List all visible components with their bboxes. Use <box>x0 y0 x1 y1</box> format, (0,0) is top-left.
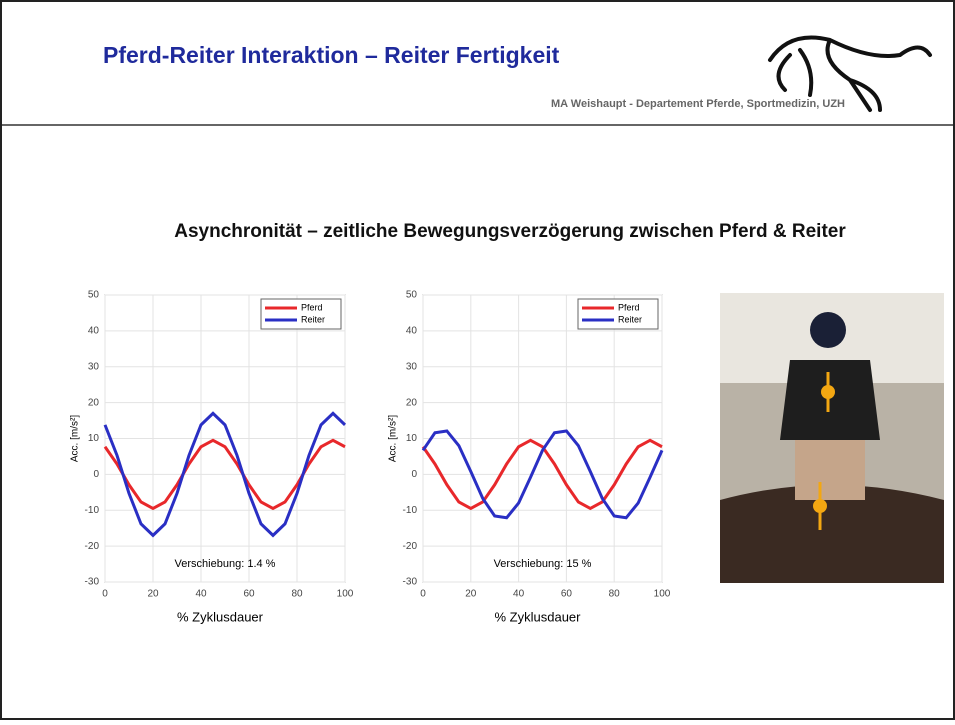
x-tick-label: 100 <box>337 589 354 600</box>
x-tick-label: 0 <box>102 589 108 600</box>
x-tick-label: 40 <box>513 589 525 600</box>
x-tick-label: 20 <box>147 589 159 600</box>
y-tick-label: 0 <box>93 469 99 480</box>
y-tick-label: 0 <box>411 469 417 480</box>
x-axis-label: % Zyklusdauer <box>495 609 582 624</box>
photo <box>720 293 944 583</box>
legend-label: Pferd <box>301 302 323 312</box>
y-tick-label: 10 <box>88 433 100 444</box>
annotation: Verschiebung: 15 % <box>494 558 592 570</box>
y-tick-label: -20 <box>85 541 100 552</box>
legend-label: Pferd <box>618 302 640 312</box>
legend-label: Reiter <box>618 314 642 324</box>
y-tick-label: -30 <box>403 577 418 588</box>
slide-title: Pferd-Reiter Interaktion – Reiter Fertig… <box>103 42 560 68</box>
x-tick-label: 60 <box>561 589 573 600</box>
y-tick-label: 50 <box>406 290 418 301</box>
x-tick-label: 60 <box>243 589 255 600</box>
annotation: Verschiebung: 1.4 % <box>175 558 276 570</box>
x-tick-label: 100 <box>654 589 671 600</box>
y-tick-label: 10 <box>406 433 418 444</box>
x-axis-label: % Zyklusdauer <box>177 609 264 624</box>
y-tick-label: -10 <box>85 505 100 516</box>
y-axis-label: Acc. [m/s²] <box>70 415 81 462</box>
x-tick-label: 0 <box>420 589 426 600</box>
y-tick-label: -20 <box>403 541 418 552</box>
chart: -30 -20 -10 0 10 20 30 40 50 0 20 40 60 80 100 Pferd Rei… <box>388 290 671 625</box>
y-axis-label: Acc. [m/s²] <box>388 415 399 462</box>
x-tick-label: 80 <box>291 589 303 600</box>
x-tick-label: 40 <box>195 589 207 600</box>
y-tick-label: 30 <box>406 361 418 372</box>
x-tick-label: 20 <box>465 589 477 600</box>
y-tick-label: 40 <box>406 326 418 337</box>
slide: Pferd-Reiter Interaktion – Reiter Fertig… <box>0 0 955 720</box>
y-tick-label: 40 <box>88 326 100 337</box>
y-tick-label: 20 <box>406 397 418 408</box>
y-tick-label: -30 <box>85 577 100 588</box>
y-tick-label: -10 <box>403 505 418 516</box>
legend-label: Reiter <box>301 314 325 324</box>
heading: Asynchronität – zeitliche Bewegungsverzö… <box>174 221 846 242</box>
y-tick-label: 30 <box>88 361 100 372</box>
chart: -30 -20 -10 0 10 20 30 40 50 0 20 40 60 80 100 Pferd Rei… <box>70 290 354 625</box>
author: MA Weishaupt - Departement Pferde, Sport… <box>551 98 845 110</box>
y-tick-label: 50 <box>88 290 100 301</box>
y-tick-label: 20 <box>88 397 100 408</box>
x-tick-label: 80 <box>609 589 621 600</box>
